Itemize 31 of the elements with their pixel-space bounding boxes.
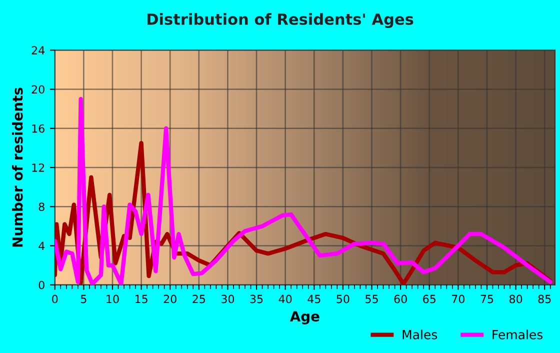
- y-tick-label: 12: [32, 163, 44, 172]
- legend-label: Females: [492, 330, 543, 340]
- x-tick-label: 80: [509, 294, 522, 304]
- chart-title: Distribution of Residents' Ages: [147, 13, 414, 28]
- x-tick-label: 20: [164, 294, 176, 304]
- y-tick-label: 24: [32, 46, 45, 54]
- x-tick-label: 0: [52, 294, 58, 304]
- y-tick-label: 8: [38, 202, 44, 211]
- x-axis-title: Age: [290, 311, 320, 324]
- x-tick-label: 5: [81, 294, 86, 304]
- x-tick-label: 45: [308, 294, 320, 304]
- x-tick-label: 35: [250, 294, 263, 304]
- y-axis-title: Number of residents: [12, 88, 23, 247]
- x-tick-label: 25: [192, 294, 206, 304]
- x-tick-label: 40: [278, 294, 292, 304]
- y-tick-label: 16: [32, 124, 44, 133]
- x-tick-label: 30: [221, 294, 234, 304]
- x-tick-label: 10: [106, 294, 119, 304]
- x-tick-label: 75: [480, 294, 494, 304]
- y-tick-label: 0: [38, 280, 44, 290]
- x-tick-label: 60: [394, 294, 407, 304]
- x-tick-label: 15: [135, 294, 148, 304]
- x-tick-label: 70: [452, 294, 464, 304]
- x-tick-label: 85: [538, 294, 551, 304]
- x-tick-label: 65: [423, 294, 436, 304]
- x-tick-label: 55: [366, 294, 378, 304]
- y-tick-label: 20: [32, 85, 44, 94]
- y-tick-label: 4: [38, 242, 45, 250]
- line-series: [54, 96, 552, 285]
- x-tick-label: 50: [336, 294, 350, 304]
- legend-label: Males: [402, 330, 438, 340]
